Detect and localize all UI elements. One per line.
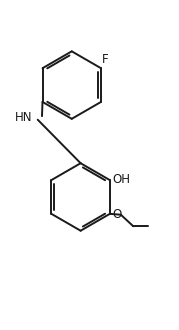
Text: OH: OH	[112, 173, 130, 186]
Text: HN: HN	[15, 111, 33, 123]
Text: O: O	[112, 208, 121, 221]
Text: F: F	[102, 52, 108, 66]
